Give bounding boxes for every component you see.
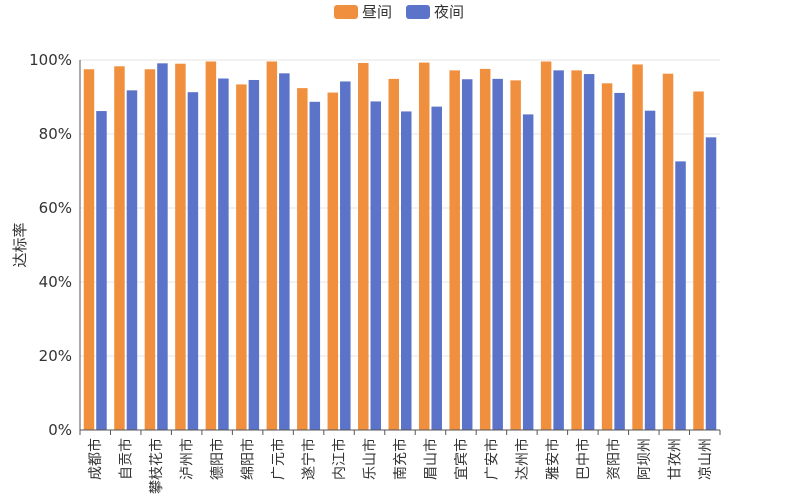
bar-day[interactable] bbox=[601, 83, 613, 430]
x-tick-label: 自贡市 bbox=[118, 438, 135, 480]
x-axis: 成都市 自贡市 攀枝花市 泸州市 德阳市 绵阳市 广元市 遂宁市 内江市 乐山市 南充市 眉山市 宜宾市… bbox=[79, 429, 721, 494]
y-tick-label: 100% bbox=[29, 51, 72, 69]
legend-swatch-night[interactable] bbox=[406, 5, 430, 19]
x-tick-label: 遂宁市 bbox=[301, 438, 318, 480]
bar-night[interactable] bbox=[461, 79, 473, 431]
gridlines bbox=[80, 59, 720, 357]
bar-night[interactable] bbox=[492, 78, 503, 431]
legend-label-night[interactable]: 夜间 bbox=[434, 3, 464, 21]
bar-night[interactable] bbox=[705, 137, 717, 430]
y-tick-label: 20% bbox=[39, 347, 72, 365]
bar-day[interactable] bbox=[571, 70, 582, 431]
bar-day[interactable] bbox=[144, 69, 156, 430]
y-axis-label: 达标率 bbox=[11, 222, 29, 267]
bar-day[interactable] bbox=[358, 62, 369, 431]
legend: 昼间 夜间 bbox=[334, 3, 464, 21]
bar-day[interactable] bbox=[632, 64, 643, 430]
bar-day[interactable] bbox=[175, 63, 186, 430]
y-tick-label: 60% bbox=[39, 199, 72, 217]
x-tick-label: 内江市 bbox=[331, 438, 348, 480]
bar-day[interactable] bbox=[83, 69, 95, 430]
bar-night[interactable] bbox=[248, 79, 260, 430]
bar-night[interactable] bbox=[431, 106, 442, 431]
bar-day[interactable] bbox=[205, 61, 217, 430]
bar-day[interactable] bbox=[114, 66, 125, 430]
bar-night[interactable] bbox=[583, 74, 595, 430]
y-tick-label: 40% bbox=[39, 273, 72, 291]
x-tick-label: 阿坝州 bbox=[637, 438, 653, 480]
x-tick-label: 泸州市 bbox=[179, 438, 196, 480]
bar-day[interactable] bbox=[510, 80, 521, 430]
bar-night[interactable] bbox=[644, 110, 656, 430]
bar-day[interactable] bbox=[449, 70, 460, 431]
x-tick-label: 绵阳市 bbox=[240, 438, 257, 480]
x-tick-label: 凉山州 bbox=[698, 438, 714, 480]
x-tick-label: 资阳市 bbox=[605, 438, 622, 480]
bar-night[interactable] bbox=[126, 90, 138, 430]
x-tick-label: 巴中市 bbox=[575, 438, 592, 480]
y-tick-label: 0% bbox=[48, 421, 72, 439]
x-tick-label: 德阳市 bbox=[209, 438, 226, 480]
bar-night[interactable] bbox=[370, 101, 382, 430]
x-tick-label: 乐山市 bbox=[362, 438, 379, 480]
bar-night[interactable] bbox=[675, 161, 686, 430]
bar-day[interactable] bbox=[297, 88, 308, 431]
bar-day[interactable] bbox=[540, 61, 552, 430]
bar-night[interactable] bbox=[218, 78, 229, 431]
x-tick-label: 宜宾市 bbox=[453, 438, 470, 480]
legend-swatch-day[interactable] bbox=[334, 5, 358, 19]
y-tick-label: 80% bbox=[39, 125, 72, 143]
y-axis: 0% 20% 40% 60% 80% 100% bbox=[29, 51, 81, 439]
x-tick-label: 雅安市 bbox=[544, 438, 561, 480]
bar-night[interactable] bbox=[309, 101, 321, 430]
bar-day[interactable] bbox=[327, 92, 339, 430]
x-tick-label: 成都市 bbox=[87, 438, 104, 480]
bar-day[interactable] bbox=[236, 84, 247, 431]
bar-night[interactable] bbox=[157, 63, 168, 431]
bars bbox=[83, 61, 717, 431]
x-tick-label: 达州市 bbox=[514, 438, 531, 480]
bar-night[interactable] bbox=[340, 81, 351, 431]
bar-night[interactable] bbox=[553, 70, 564, 431]
x-tick-label: 攀枝花市 bbox=[148, 438, 165, 494]
x-tick-label: 南充市 bbox=[392, 438, 409, 480]
bar-night[interactable] bbox=[279, 73, 290, 430]
x-tick-label: 甘孜州 bbox=[667, 438, 683, 480]
bar-day[interactable] bbox=[418, 62, 430, 431]
x-tick-label: 广元市 bbox=[270, 438, 287, 480]
x-tick-label: 眉山市 bbox=[422, 438, 439, 480]
bar-day[interactable] bbox=[479, 68, 491, 430]
bar-day[interactable] bbox=[693, 91, 704, 430]
x-tick-label: 广安市 bbox=[483, 438, 500, 480]
bar-night[interactable] bbox=[614, 92, 625, 431]
bar-day[interactable] bbox=[662, 73, 674, 430]
bar-day[interactable] bbox=[266, 61, 278, 430]
bar-night[interactable] bbox=[401, 111, 412, 431]
bar-day[interactable] bbox=[388, 78, 400, 431]
bar-night[interactable] bbox=[522, 114, 534, 430]
bar-night[interactable] bbox=[96, 111, 107, 430]
bar-night[interactable] bbox=[187, 92, 199, 430]
legend-label-day[interactable]: 昼间 bbox=[362, 3, 392, 21]
